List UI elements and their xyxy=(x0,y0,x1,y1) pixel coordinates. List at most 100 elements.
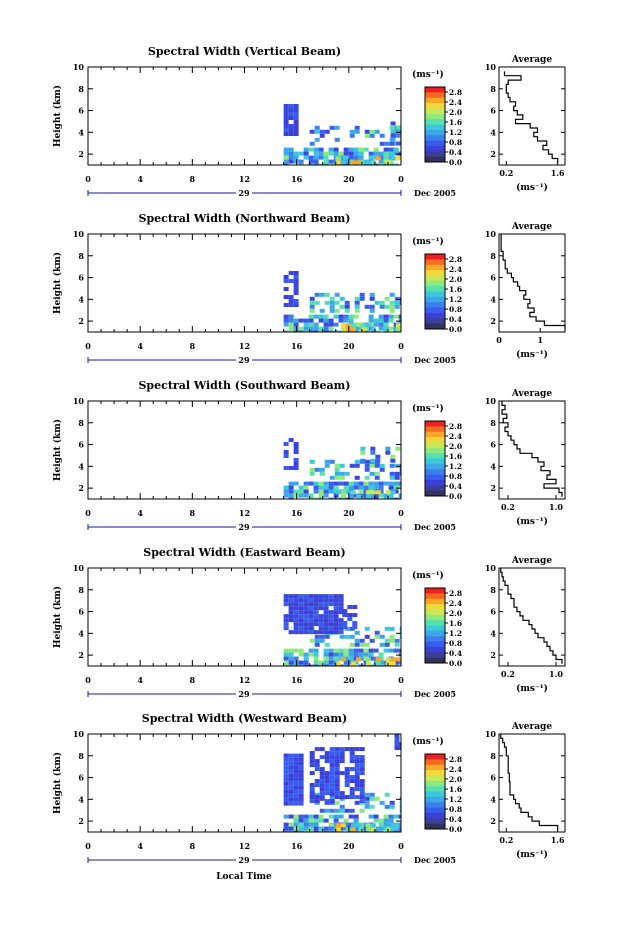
heatmap-cell xyxy=(394,738,400,742)
average-x-label: (ms⁻¹) xyxy=(516,182,548,193)
heatmap-cell xyxy=(293,155,299,160)
heatmap-cell xyxy=(388,818,394,823)
colorbar-tick-label: 0.4 xyxy=(449,815,462,824)
heatmap-cell xyxy=(378,818,384,823)
heatmap-cell xyxy=(373,497,379,499)
heatmap-cell xyxy=(283,761,289,766)
heatmap-cell xyxy=(293,442,299,447)
heatmap-cell xyxy=(293,326,299,331)
colorbar-segment xyxy=(425,588,445,594)
heatmap-cell xyxy=(373,318,379,323)
heatmap-cell xyxy=(308,814,314,819)
heatmap-cell xyxy=(353,155,359,160)
heatmap-cell xyxy=(293,648,299,653)
heatmap-cell xyxy=(328,614,334,619)
average-x-label: (ms⁻¹) xyxy=(516,683,548,694)
panel-5: Spectral Width (Westward Beam) 2 4 6 8 10 Heig… xyxy=(52,712,566,865)
heatmap-cell xyxy=(293,761,299,766)
heatmap-cell xyxy=(328,630,334,635)
heatmap-cell xyxy=(283,789,289,794)
heatmap-cell xyxy=(303,151,309,156)
heatmap-cell xyxy=(288,330,294,332)
heatmap-cell xyxy=(288,438,294,443)
heatmap-cell xyxy=(384,304,390,309)
heatmap-cell xyxy=(335,661,341,666)
heatmap-cell xyxy=(293,785,299,790)
heatmap-cell xyxy=(298,664,304,666)
heatmap-cell xyxy=(283,151,289,156)
heatmap-cell xyxy=(333,614,339,619)
heatmap-cell xyxy=(298,777,304,782)
heatmap-cell xyxy=(313,602,319,607)
heatmap-cell xyxy=(288,773,294,778)
heatmap-cell xyxy=(283,622,289,627)
heatmap-cell xyxy=(293,283,299,288)
colorbar-segment xyxy=(425,786,445,792)
heatmap-cell xyxy=(283,773,289,778)
average-y-tick-label: 6 xyxy=(490,440,496,450)
heatmap-cell xyxy=(298,602,304,607)
heatmap-cell xyxy=(298,753,304,758)
heatmap-cell xyxy=(368,155,374,160)
heatmap-cell xyxy=(318,602,324,607)
average-frame xyxy=(498,233,566,333)
units-label: (ms⁻¹) xyxy=(412,736,444,747)
heatmap-cell xyxy=(399,804,401,809)
heatmap-cell xyxy=(378,326,384,331)
heatmap-cell xyxy=(343,314,349,319)
heatmap-cell xyxy=(293,462,299,467)
heatmap-cell xyxy=(333,652,339,657)
heatmap-cell xyxy=(353,330,359,332)
heatmap-cell xyxy=(333,493,339,498)
heatmap-cell xyxy=(313,155,319,160)
heatmap-cell xyxy=(314,292,320,297)
heatmap-cell xyxy=(379,467,385,472)
heatmap-cell xyxy=(293,793,299,798)
heatmap-cell xyxy=(298,606,304,611)
heatmap-cell xyxy=(283,660,289,665)
colorbar-segment xyxy=(425,119,445,125)
colorbar-segment xyxy=(425,270,445,276)
heatmap-cell xyxy=(319,771,325,776)
heatmap-cell xyxy=(314,779,320,784)
heatmap-cell xyxy=(340,327,346,332)
heatmap-cell xyxy=(288,777,294,782)
heatmap-cell xyxy=(283,648,289,653)
y-axis-label: Height (km) xyxy=(52,85,63,147)
heatmap-cell xyxy=(399,796,401,801)
heatmap-cell xyxy=(328,814,334,819)
average-frame xyxy=(498,733,566,833)
heatmap-cell xyxy=(293,275,299,280)
heatmap-cell xyxy=(314,467,320,472)
heatmap-cell xyxy=(374,796,380,801)
heatmap-cell xyxy=(283,822,289,827)
heatmap-cell xyxy=(352,621,358,626)
y-tick-label: 6 xyxy=(78,773,84,783)
colorbar-segment xyxy=(425,442,445,449)
heatmap-cell xyxy=(344,300,350,305)
heatmap-cell xyxy=(368,648,374,653)
heatmap-cell xyxy=(318,594,324,599)
heatmap-cell xyxy=(369,296,375,301)
heatmap-cell xyxy=(343,497,349,499)
heatmap-cell xyxy=(328,481,334,486)
heatmap-cell xyxy=(333,485,339,490)
heatmap-cell xyxy=(314,799,320,804)
heatmap-cell xyxy=(328,594,334,599)
heatmap-cell xyxy=(335,827,341,832)
colorbar-segment xyxy=(425,145,445,152)
heatmap-cell xyxy=(314,792,320,797)
colorbar-segment xyxy=(425,770,445,776)
heatmap-cell xyxy=(308,614,314,619)
heatmap-cell xyxy=(353,326,359,331)
heatmap-cell xyxy=(293,116,299,121)
panel-title: Spectral Width (Vertical Beam) xyxy=(148,45,341,58)
colorbar-tick-label: 1.6 xyxy=(449,452,462,461)
heatmap-cell xyxy=(298,163,304,165)
colorbar-segment xyxy=(425,780,445,787)
heatmap-cell xyxy=(298,797,304,802)
heatmap-cell xyxy=(339,471,345,476)
heatmap-cell xyxy=(358,664,364,666)
heatmap-cell xyxy=(288,489,294,494)
